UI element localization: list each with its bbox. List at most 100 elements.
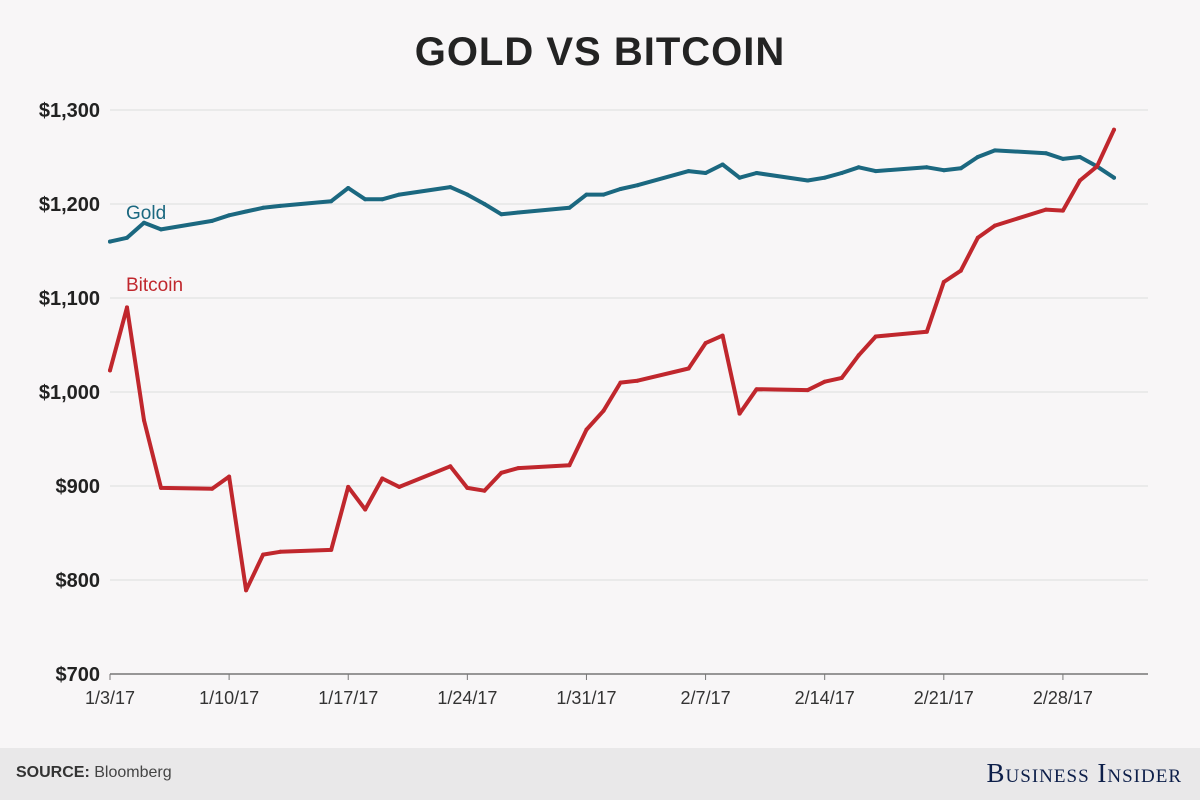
x-tick-label: 2/28/17 xyxy=(1033,688,1093,708)
gold-data-point xyxy=(839,171,844,175)
series-layer xyxy=(108,127,1116,593)
gold-data-point xyxy=(1112,175,1116,180)
gold-data-point xyxy=(108,239,112,244)
bitcoin-data-point xyxy=(1112,127,1116,132)
source-label: SOURCE: xyxy=(16,764,90,781)
bitcoin-data-point xyxy=(499,470,504,475)
gold-data-point xyxy=(465,192,470,197)
x-tick-label: 1/10/17 xyxy=(199,688,259,708)
y-tick-label: $1,200 xyxy=(39,194,100,216)
bitcoin-data-point xyxy=(346,484,351,489)
gold-data-point xyxy=(822,175,827,180)
bitcoin-data-point xyxy=(329,547,334,552)
bitcoin-data-point xyxy=(397,484,402,489)
bitcoin-data-point xyxy=(1077,178,1082,183)
gold-data-point xyxy=(142,220,146,225)
x-tick-label: 1/31/17 xyxy=(556,688,616,708)
bitcoin-data-point xyxy=(516,466,521,471)
bitcoin-data-point xyxy=(703,341,708,346)
gold-data-point xyxy=(567,205,572,210)
x-axis-tick-labels: 1/3/17 1/10/17 1/17/17 1/24/17 1/31/17 2/7/17… xyxy=(85,674,1093,708)
gold-data-point xyxy=(125,235,129,240)
bitcoin-series-line xyxy=(108,127,1116,593)
gold-data-point xyxy=(159,227,163,232)
x-tick-label: 2/14/17 xyxy=(795,688,855,708)
gold-data-point xyxy=(329,199,334,204)
x-tick-label: 1/24/17 xyxy=(437,688,497,708)
bitcoin-data-point xyxy=(261,552,266,557)
y-tick-label: $1,000 xyxy=(39,382,100,404)
line-chart: $700 $800 $900 $1,000 $1,100 $1,200 $1,300 1/3… xyxy=(39,100,1148,708)
bitcoin-data-point xyxy=(227,474,232,479)
gold-data-point xyxy=(975,155,980,159)
chart-title: GOLD VS BITCOIN xyxy=(414,30,786,74)
bitcoin-data-point xyxy=(1095,164,1099,169)
bitcoin-data-point xyxy=(873,334,878,339)
gold-data-point xyxy=(686,169,691,174)
gold-data-point xyxy=(924,165,929,170)
gold-data-point xyxy=(499,212,504,217)
bitcoin-series-label: Bitcoin xyxy=(126,275,183,296)
bitcoin-data-point xyxy=(108,368,112,373)
bitcoin-data-point xyxy=(856,353,861,358)
bitcoin-data-point xyxy=(601,408,606,413)
bitcoin-data-point xyxy=(737,411,742,416)
bitcoin-data-point xyxy=(686,366,691,371)
footer-bar: SOURCE: Bloomberg Business Insider xyxy=(0,748,1200,800)
gold-data-point xyxy=(703,171,708,175)
bitcoin-data-point xyxy=(1060,208,1065,213)
bitcoin-data-point xyxy=(839,375,844,380)
bitcoin-data-point xyxy=(142,418,146,423)
bitcoin-data-point xyxy=(159,485,163,490)
series-labels: Gold Bitcoin xyxy=(126,203,183,296)
gold-data-point xyxy=(1043,151,1048,156)
gold-data-point xyxy=(737,175,742,180)
bitcoin-data-point xyxy=(618,380,623,385)
gold-data-point xyxy=(856,165,861,170)
gold-data-point xyxy=(618,187,623,191)
y-axis-tick-labels: $700 $800 $900 $1,000 $1,100 $1,200 $1,300 xyxy=(39,100,100,686)
bitcoin-data-point xyxy=(754,387,759,392)
y-tick-label: $800 xyxy=(56,570,101,592)
grid-layer xyxy=(110,109,1148,675)
gold-data-point xyxy=(448,185,453,190)
gold-data-point xyxy=(754,171,759,175)
bitcoin-data-point xyxy=(941,280,946,284)
bitcoin-data-point xyxy=(567,463,572,468)
gold-series-line xyxy=(108,148,1116,244)
bitcoin-data-point xyxy=(958,268,963,273)
gold-data-point xyxy=(244,209,249,214)
gold-data-point xyxy=(278,203,283,208)
brand-logo: Business Insider xyxy=(986,758,1182,788)
y-tick-label: $1,100 xyxy=(39,288,100,310)
gold-data-point xyxy=(584,192,589,197)
x-tick-label: 2/21/17 xyxy=(914,688,974,708)
gold-data-point xyxy=(635,183,640,188)
bitcoin-data-point xyxy=(380,476,385,481)
y-tick-label: $900 xyxy=(56,476,101,498)
y-tick-label: $1,300 xyxy=(39,100,100,122)
gold-data-point xyxy=(346,186,351,190)
bitcoin-data-point xyxy=(278,549,283,554)
gold-series-label: Gold xyxy=(126,203,166,224)
source-note: SOURCE: Bloomberg xyxy=(16,764,172,782)
bitcoin-data-point xyxy=(822,379,827,384)
y-tick-label: $700 xyxy=(56,664,101,686)
bitcoin-data-point xyxy=(465,485,470,490)
bitcoin-data-point xyxy=(584,427,589,432)
bitcoin-data-point xyxy=(992,223,997,228)
bitcoin-data-point xyxy=(482,488,487,493)
gold-data-point xyxy=(873,169,878,174)
gold-data-point xyxy=(482,202,487,206)
gold-data-point xyxy=(720,162,725,167)
bitcoin-data-point xyxy=(975,235,980,240)
bitcoin-data-point xyxy=(210,486,215,491)
x-tick-label: 1/17/17 xyxy=(318,688,378,708)
x-tick-label: 2/7/17 xyxy=(681,688,731,708)
bitcoin-data-point xyxy=(720,333,725,338)
x-tick-label: 1/3/17 xyxy=(85,688,135,708)
gold-data-point xyxy=(992,148,997,153)
gold-data-point xyxy=(363,197,368,202)
gold-data-point xyxy=(210,218,215,223)
gold-data-point xyxy=(516,210,521,215)
